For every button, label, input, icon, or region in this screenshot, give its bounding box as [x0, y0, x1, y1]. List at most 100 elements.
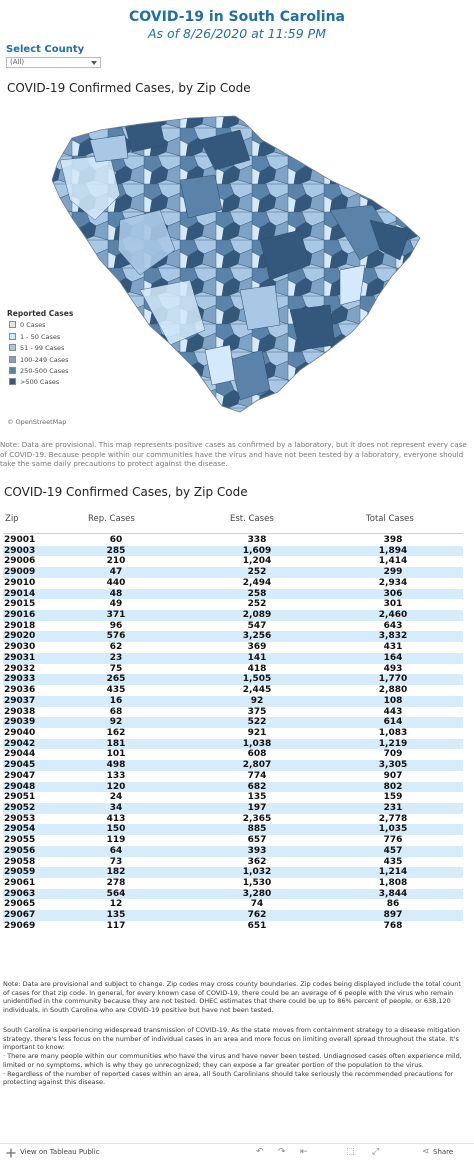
table-row[interactable]: 29059 182 1,032 1,214	[3, 867, 463, 878]
est-cases-cell: 1,530	[242, 878, 272, 888]
table-row[interactable]: 29058 73 362 435	[3, 857, 463, 868]
county-filter-dropdown[interactable]: (All)	[6, 57, 101, 68]
table-row[interactable]: 29010 440 2,494 2,934	[3, 578, 463, 589]
table-row[interactable]: 29051 24 135 159	[3, 792, 463, 803]
est-cases-cell: 3,280	[242, 888, 272, 899]
zip-cell: 29051	[4, 792, 36, 803]
column-header-est-cases[interactable]: Est. Cases	[230, 514, 274, 524]
table-row[interactable]: 29001 60 338 398	[3, 535, 463, 546]
rep-cases-cell: 49	[109, 599, 123, 610]
table-row[interactable]: 29069 117 651 768	[3, 921, 463, 932]
table-note: Note: Data are provisional and subject t…	[3, 980, 461, 1015]
table-row[interactable]: 29006 210 1,204 1,414	[3, 556, 463, 567]
view-on-tableau-link[interactable]: View on Tableau Public	[20, 1148, 100, 1156]
table-row[interactable]: 29056 64 393 457	[3, 845, 463, 857]
total-cases-cell: 457	[383, 845, 403, 856]
legend-label: 0 Cases	[20, 321, 46, 329]
zip-cell: 29032	[4, 663, 36, 674]
legend-item-1[interactable]: 1 - 50 Cases	[9, 333, 60, 342]
fullscreen-icon[interactable]: ⤢	[372, 1147, 380, 1157]
total-cases-cell: 776	[383, 835, 403, 846]
table-row[interactable]: 29033 265 1,505 1,770	[3, 674, 463, 686]
rep-cases-cell: 162	[106, 727, 126, 738]
zip-cell: 29067	[4, 910, 36, 921]
est-cases-cell: 135	[247, 792, 267, 803]
table-row[interactable]: 29036 435 2,445 2,880	[3, 685, 463, 696]
table-row[interactable]: 29014 48 258 306	[3, 588, 463, 600]
rep-cases-cell: 96	[109, 620, 123, 631]
legend-item-3[interactable]: 100-249 Cases	[9, 356, 69, 365]
table-row[interactable]: 29052 34 197 231	[3, 802, 463, 814]
legend-item-5[interactable]: >500 Cases	[9, 378, 59, 387]
map-attribution[interactable]: © OpenStreetMap	[7, 418, 67, 426]
table-body: 29001 60 338 398 29003 285 1,609 1,894 29006 210 1…	[3, 535, 463, 932]
rep-cases-cell: 47	[109, 567, 123, 578]
table-row[interactable]: 29037 16 92 108	[3, 695, 463, 707]
zip-cell: 29056	[4, 845, 36, 856]
zip-cell: 29010	[4, 577, 36, 588]
column-header-rep-cases[interactable]: Rep. Cases	[88, 514, 135, 524]
south-carolina-map-svg[interactable]	[0, 100, 474, 420]
rep-cases-cell: 435	[106, 685, 126, 696]
undo-icon[interactable]: ↶	[256, 1147, 264, 1157]
revert-icon[interactable]: ⇤	[300, 1147, 308, 1157]
total-cases-cell: 1,414	[378, 556, 408, 567]
table-row[interactable]: 29061 278 1,530 1,808	[3, 878, 463, 889]
table-row[interactable]: 29054 150 885 1,035	[3, 824, 463, 836]
download-icon[interactable]: ⬚	[346, 1147, 355, 1157]
rep-cases-cell: 133	[106, 770, 126, 781]
zip-cell: 29001	[4, 535, 36, 545]
total-cases-cell: 299	[383, 567, 403, 578]
rep-cases-cell: 150	[106, 824, 126, 835]
column-header-total-cases[interactable]: Total Cases	[366, 514, 414, 524]
tableau-footer: View on Tableau Public ↶ ↷ ⇤ ⬚ ⤢ ⋖ Share	[0, 1143, 474, 1161]
share-icon[interactable]: ⋖	[422, 1147, 430, 1157]
table-row[interactable]: 29016 371 2,089 2,460	[3, 610, 463, 621]
rep-cases-cell: 498	[106, 760, 126, 771]
table-row[interactable]: 29044 101 608 709	[3, 749, 463, 760]
rep-cases-cell: 117	[106, 920, 126, 931]
total-cases-cell: 435	[383, 856, 403, 867]
total-cases-cell: 301	[383, 599, 403, 610]
legend-item-4[interactable]: 250-500 Cases	[9, 367, 69, 376]
table-row[interactable]: 29065 12 74 86	[3, 899, 463, 910]
total-cases-cell: 431	[383, 642, 403, 653]
table-row[interactable]: 29063 564 3,280 3,844	[3, 888, 463, 900]
table-row[interactable]: 29039 92 522 614	[3, 717, 463, 728]
table-row[interactable]: 29031 23 141 164	[3, 652, 463, 664]
table-row[interactable]: 29030 62 369 431	[3, 642, 463, 653]
legend-label: 1 - 50 Cases	[20, 333, 61, 341]
table-row[interactable]: 29040 162 921 1,083	[3, 728, 463, 739]
table-row[interactable]: 29045 498 2,807 3,305	[3, 760, 463, 771]
legend-item-2[interactable]: 51 - 99 Cases	[9, 344, 64, 353]
legend-item-0[interactable]: 0 Cases	[9, 321, 46, 330]
column-header-zip[interactable]: Zip	[5, 514, 19, 524]
table-row[interactable]: 29009 47 252 299	[3, 567, 463, 578]
table-row[interactable]: 29018 96 547 643	[3, 621, 463, 632]
share-button[interactable]: Share	[433, 1148, 454, 1156]
table-row[interactable]: 29042 181 1,038 1,219	[3, 738, 463, 750]
zip-cell: 29020	[4, 631, 36, 642]
table-row[interactable]: 29038 68 375 443	[3, 707, 463, 718]
zip-cell: 29052	[4, 802, 36, 813]
table-row[interactable]: 29020 576 3,256 3,832	[3, 631, 463, 643]
table-row[interactable]: 29003 285 1,609 1,894	[3, 545, 463, 557]
table-row[interactable]: 29048 120 682 802	[3, 781, 463, 793]
table-row[interactable]: 29032 75 418 493	[3, 664, 463, 675]
table-row[interactable]: 29047 133 774 907	[3, 771, 463, 782]
total-cases-cell: 897	[383, 910, 403, 921]
total-cases-cell: 3,844	[378, 888, 408, 899]
table-header: Zip Rep. Cases Est. Cases Total Cases	[0, 514, 474, 526]
total-cases-cell: 3,305	[378, 760, 408, 771]
table-row[interactable]: 29067 135 762 897	[3, 910, 463, 921]
table-row[interactable]: 29053 413 2,365 2,778	[3, 814, 463, 825]
table-row[interactable]: 29055 119 657 776	[3, 835, 463, 846]
total-cases-cell: 306	[383, 588, 403, 599]
page-subtitle: As of 8/26/2020 at 11:59 PM	[148, 26, 326, 41]
est-cases-cell: 74	[250, 899, 264, 910]
redo-icon[interactable]: ↷	[278, 1147, 286, 1157]
zip-code-map[interactable]	[0, 100, 474, 420]
table-row[interactable]: 29015 49 252 301	[3, 599, 463, 610]
rep-cases-cell: 75	[109, 663, 123, 674]
est-cases-cell: 369	[247, 642, 267, 653]
